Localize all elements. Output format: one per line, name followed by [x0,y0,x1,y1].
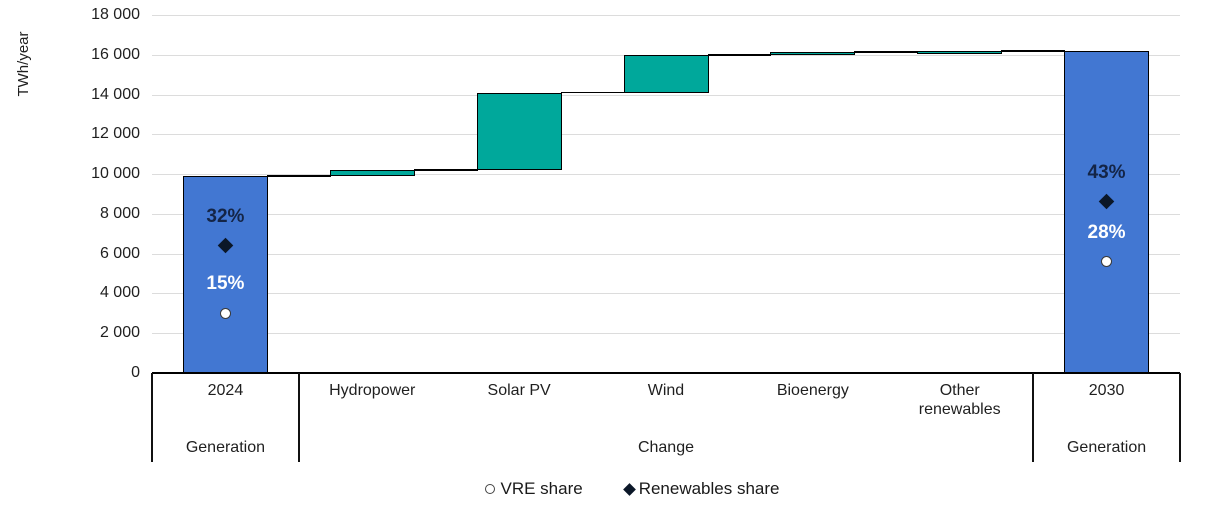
category-label-text: 2024 [207,382,244,399]
category-band-divider [1032,373,1034,462]
waterfall-connector-line [560,91,625,94]
waterfall-connector-line [1001,50,1066,52]
share-percent-label: 43% [1087,161,1126,183]
category-band-divider [151,373,153,462]
category-label-text: Hydropower [329,382,416,399]
category-label: 2024 [152,381,299,400]
y-axis-tick-label: 10 000 [91,165,140,183]
gridline [152,333,1180,335]
y-axis-tick-label: 2 000 [99,324,140,342]
legend-label: Renewables share [638,479,780,498]
category-label-text: 2030 [1088,382,1125,399]
gridline [152,293,1180,295]
share-percent-label: 15% [206,273,245,295]
plot-area: 32% 15% 43% 28% [152,15,1180,373]
share-percent-label: 32% [206,205,245,227]
category-label-text: Solar PV [487,382,551,399]
bar-2030 [1064,50,1150,373]
category-label-text: Other renewables [918,382,1001,418]
category-label: Bioenergy [739,381,886,400]
gridline [152,253,1180,255]
y-axis-tick-label: 12 000 [91,125,140,143]
y-axis-tick-label: 18 000 [91,6,140,23]
category-label-text: Wind [647,382,685,399]
category-label: Solar PV [446,381,593,400]
axis-group-label: Change [637,439,694,456]
category-band-divider [298,373,300,462]
bar-other-renewables [917,50,1003,54]
category-label: Other renewables [886,381,1033,419]
vre-share-marker [219,307,231,319]
y-axis-tick-label: 16 000 [91,45,140,63]
x-axis-line [152,372,1180,374]
waterfall-connector-line [707,53,772,56]
gridline [152,15,1180,16]
bar-solar-pv [476,92,562,171]
y-axis-tick-label: 8 000 [99,204,140,222]
gridline [152,213,1180,215]
y-axis-tick-label: 4 000 [99,284,140,302]
diamond-marker-icon [622,482,636,496]
category-label: Hydropower [299,381,446,400]
circle-marker-icon [485,484,496,494]
gridline [152,174,1180,176]
axis-group-label: Generation [185,439,265,456]
category-label: 2030 [1033,381,1180,400]
bar-bioenergy [770,51,856,55]
legend: VRE share Renewables share [0,479,1213,499]
legend-label: VRE share [500,479,583,498]
gridline [152,134,1180,136]
bar-hydropower [329,170,415,177]
y-axis-tick-label: 0 [131,364,140,381]
waterfall-connector-line [266,175,331,177]
bar-wind [623,54,709,93]
y-axis-tick-label: 6 000 [99,244,140,262]
y-axis-tick-label: 14 000 [91,85,140,103]
legend-item-renewables-share: Renewables share [622,479,780,499]
axis-group-label: Generation [1066,439,1147,456]
waterfall-connector-line [854,50,919,53]
vre-share-marker [1101,256,1113,268]
legend-item-vre-share: VRE share [485,479,583,499]
share-percent-label: 28% [1087,221,1126,243]
category-label-text: Bioenergy [776,382,849,399]
waterfall-connector-line [413,169,478,171]
category-label: Wind [593,381,740,400]
category-band-divider [1179,373,1181,462]
gridline [152,94,1180,96]
